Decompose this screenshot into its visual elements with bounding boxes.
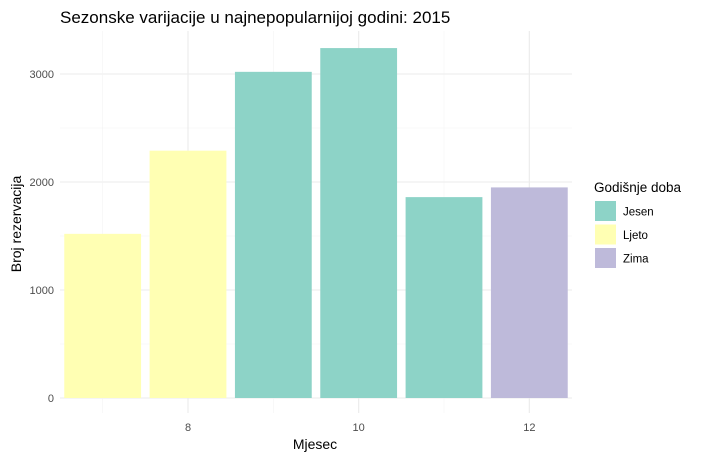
bar-month-10 — [320, 48, 398, 399]
bar-month-11 — [405, 197, 483, 398]
x-tick-label: 10 — [353, 422, 365, 434]
bar-month-8 — [149, 150, 227, 398]
y-tick-label: 2000 — [30, 177, 54, 189]
legend: Godišnje doba Jesen Ljeto Zima — [594, 180, 682, 268]
bar-month-7 — [64, 233, 142, 398]
legend-label-zima: Zima — [623, 254, 649, 266]
x-tick-label: 8 — [185, 422, 191, 434]
x-tick-label: 12 — [523, 422, 535, 434]
x-axis-ticks: 8 10 12 — [185, 422, 536, 434]
x-axis-title: Mjesec — [293, 436, 337, 452]
y-tick-label: 1000 — [30, 285, 54, 297]
y-tick-label: 3000 — [30, 69, 54, 81]
legend-title: Godišnje doba — [594, 180, 682, 195]
legend-swatch-jesen — [595, 201, 616, 221]
y-axis-title: Broj rezervacija — [8, 176, 24, 273]
bar-month-9 — [234, 71, 312, 398]
legend-swatch-zima — [595, 248, 616, 268]
y-tick-label: 0 — [48, 393, 54, 405]
y-axis-ticks: 0 1000 2000 3000 — [30, 69, 54, 405]
legend-swatch-ljeto — [595, 224, 616, 245]
bar-month-12 — [490, 187, 568, 398]
chart-title: Sezonske varijacije u najnepopularnijoj … — [60, 8, 450, 27]
bars — [64, 48, 568, 399]
legend-label-ljeto: Ljeto — [623, 230, 648, 242]
legend-label-jesen: Jesen — [623, 207, 654, 219]
